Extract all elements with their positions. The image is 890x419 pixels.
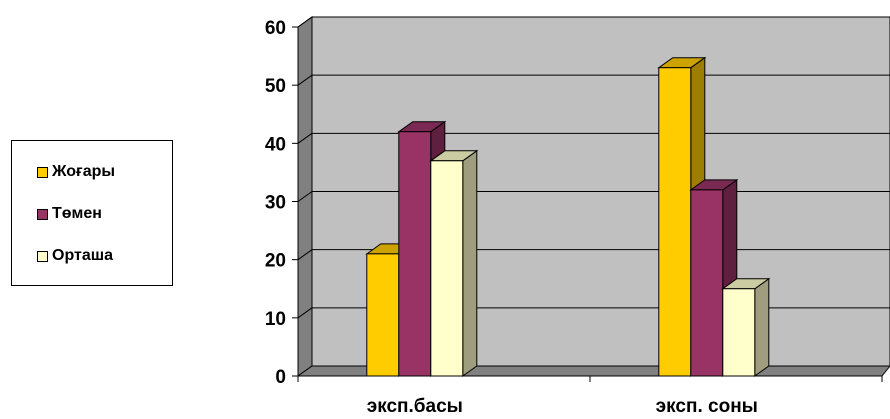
legend-item-series-2: Төмен [37,204,102,224]
gridline-side [297,307,313,319]
bar-0-2 [430,160,464,377]
legend-label-series-1: Жоғары [52,163,116,180]
bar-side-0-2 [462,149,478,377]
x-category-label: эксп. соны [656,396,758,417]
bar-1-0 [658,67,692,377]
legend-item-series-3: Орташа [37,246,113,266]
legend-swatch-series-1 [37,166,48,178]
bar-side-1-2 [754,277,770,377]
legend-label-series-3: Орташа [52,247,113,264]
x-category-label: эксп.басы [367,396,463,417]
gridline-side [297,16,313,28]
y-tick-label: 10 [265,309,286,330]
y-tick-label: 40 [265,134,286,155]
bar-0-1 [398,131,432,377]
bar-0-0 [366,253,400,377]
gridline-side [297,249,313,261]
legend-item-series-1: Жоғары [37,162,115,182]
chart-legend: Жоғары Төмен Орташа [11,140,173,286]
legend-swatch-series-2 [37,208,48,220]
bar-1-2 [722,288,756,377]
legend-swatch-series-3 [37,250,48,262]
bar-series [365,56,771,377]
y-tick-label: 20 [265,251,286,272]
legend-label-series-2: Төмен [52,205,102,222]
y-tick-label: 30 [265,193,286,214]
axis-labels: 0 10 20 30 40 50 60 эксп.басы эксп. соны [265,18,758,417]
y-tick-label: 60 [265,18,286,39]
gridline-side [297,74,313,86]
gridline-side [297,191,313,202]
y-tick-label: 0 [275,367,286,388]
y-tick-label: 50 [265,76,286,97]
bar-1-1 [690,189,724,377]
gridline-side [297,132,313,144]
